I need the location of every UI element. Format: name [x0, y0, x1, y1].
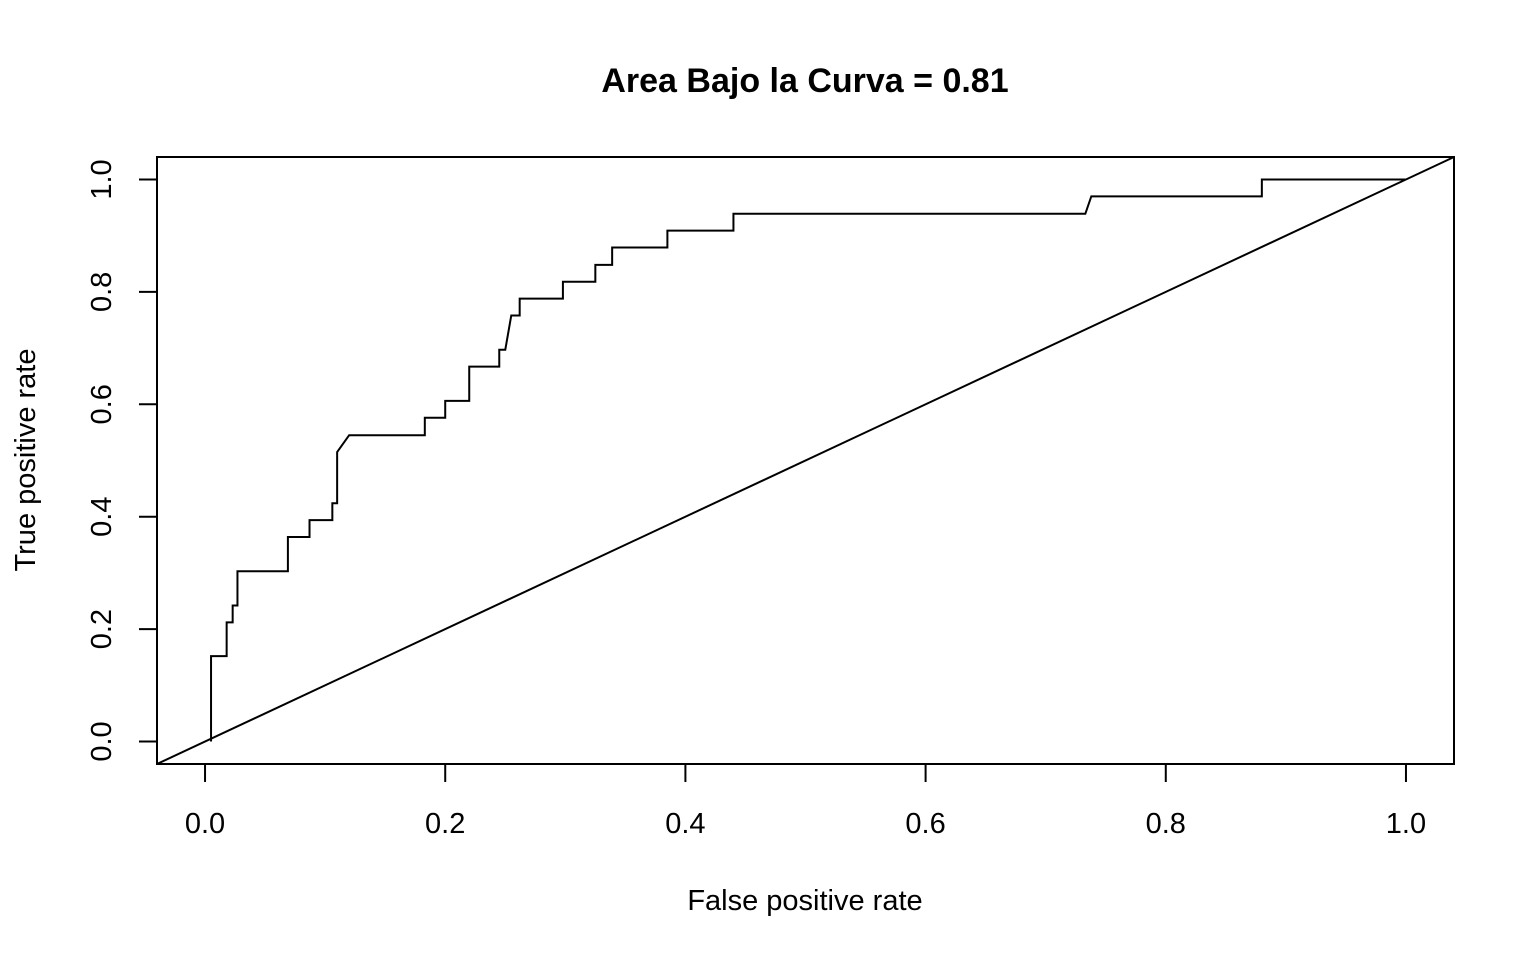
x-tick-label: 0.4 — [665, 808, 705, 840]
x-axis: 0.0 0.2 0.4 0.6 0.8 1.0 — [185, 764, 1426, 840]
y-tick-label: 0.2 — [86, 609, 118, 649]
y-axis-label: True positive rate — [10, 349, 42, 572]
y-tick-label: 0.4 — [86, 497, 118, 537]
x-tick-label: 0.6 — [905, 808, 945, 840]
x-tick-label: 0.8 — [1146, 808, 1186, 840]
y-tick-label: 0.0 — [86, 721, 118, 761]
y-tick-label: 0.6 — [86, 384, 118, 424]
plot-frame — [156, 156, 1455, 765]
y-tick-label: 0.8 — [86, 272, 118, 312]
diagonal-reference-line — [156, 156, 1455, 765]
roc-curve — [210, 178, 1406, 742]
x-tick-label: 0.2 — [425, 808, 465, 840]
chart-title: Area Bajo la Curva = 0.81 — [601, 62, 1008, 100]
x-tick-label: 0.0 — [185, 808, 225, 840]
plot-area — [156, 156, 1455, 765]
x-axis-label: False positive rate — [687, 885, 922, 917]
y-axis: 0.0 0.2 0.4 0.6 0.8 1.0 — [86, 159, 157, 762]
y-tick-label: 1.0 — [86, 159, 118, 199]
x-tick-label: 1.0 — [1386, 808, 1426, 840]
